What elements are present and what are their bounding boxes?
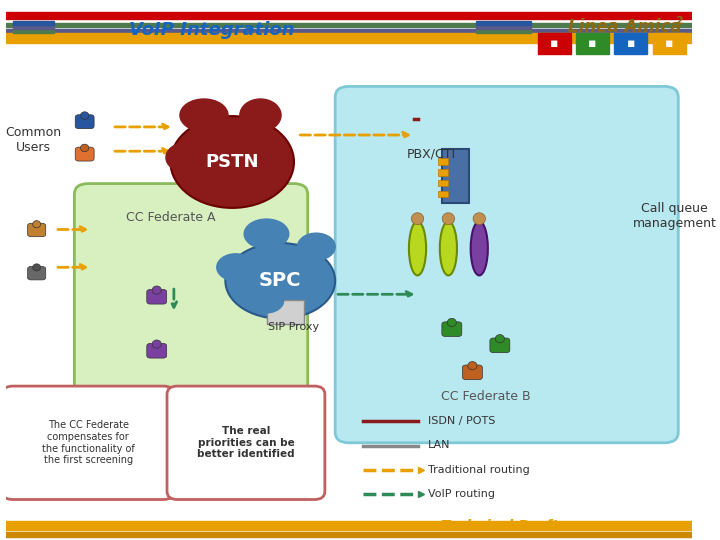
Ellipse shape xyxy=(213,170,251,197)
Ellipse shape xyxy=(244,219,289,249)
Text: Linea Amica: Linea Amica xyxy=(569,18,682,36)
Bar xyxy=(438,191,449,197)
Ellipse shape xyxy=(409,221,426,275)
Bar xyxy=(6,521,692,530)
Bar xyxy=(6,12,692,19)
Text: ▪: ▪ xyxy=(550,37,558,50)
Text: The CC Federate
compensates for
the functionality of
the first screening: The CC Federate compensates for the func… xyxy=(42,421,135,465)
Bar xyxy=(6,23,692,27)
Text: ISDN / POTS: ISDN / POTS xyxy=(428,416,495,426)
Text: SIP Proxy: SIP Proxy xyxy=(269,322,320,332)
Bar xyxy=(6,29,692,33)
Text: CC Federate B: CC Federate B xyxy=(441,390,531,403)
Ellipse shape xyxy=(81,144,89,152)
FancyBboxPatch shape xyxy=(147,289,166,304)
FancyBboxPatch shape xyxy=(335,86,678,443)
Ellipse shape xyxy=(32,221,40,228)
FancyBboxPatch shape xyxy=(490,338,510,353)
Text: Call queue
management: Call queue management xyxy=(633,202,717,230)
Bar xyxy=(653,33,686,54)
Bar xyxy=(6,33,692,43)
Text: SPC: SPC xyxy=(259,271,302,291)
FancyBboxPatch shape xyxy=(74,184,307,432)
FancyBboxPatch shape xyxy=(2,386,174,500)
Bar xyxy=(438,180,449,186)
Bar xyxy=(13,30,54,33)
Ellipse shape xyxy=(468,362,477,370)
FancyBboxPatch shape xyxy=(27,267,45,280)
Ellipse shape xyxy=(32,264,40,271)
FancyBboxPatch shape xyxy=(75,147,94,161)
Ellipse shape xyxy=(471,221,488,275)
Text: PSTN: PSTN xyxy=(205,153,259,171)
Text: ▪: ▪ xyxy=(626,37,635,50)
Bar xyxy=(614,33,647,54)
Text: ▪: ▪ xyxy=(588,37,597,50)
Bar xyxy=(476,30,531,33)
FancyBboxPatch shape xyxy=(462,365,482,380)
Ellipse shape xyxy=(81,112,89,119)
Bar xyxy=(576,33,609,54)
Text: VoIP Integration: VoIP Integration xyxy=(130,21,295,39)
Bar xyxy=(476,21,531,25)
Text: 2: 2 xyxy=(675,16,683,25)
Text: The real
priorities can be
better identified: The real priorities can be better identi… xyxy=(197,426,294,460)
Ellipse shape xyxy=(473,213,485,225)
Ellipse shape xyxy=(411,213,423,225)
Bar xyxy=(538,33,570,54)
FancyBboxPatch shape xyxy=(75,114,94,129)
FancyBboxPatch shape xyxy=(147,343,166,358)
Bar xyxy=(266,300,305,324)
Ellipse shape xyxy=(495,335,505,343)
Text: CC Federate A: CC Federate A xyxy=(126,211,215,224)
Ellipse shape xyxy=(152,286,161,294)
Ellipse shape xyxy=(240,99,281,131)
Bar xyxy=(13,25,54,29)
Text: LAN: LAN xyxy=(428,441,450,450)
Text: Technical Draft: Technical Draft xyxy=(441,519,559,534)
Text: PBX/CTI: PBX/CTI xyxy=(407,147,456,160)
FancyBboxPatch shape xyxy=(27,223,45,237)
Ellipse shape xyxy=(249,288,284,313)
Text: Traditional routing: Traditional routing xyxy=(428,465,529,475)
FancyBboxPatch shape xyxy=(442,322,462,336)
Ellipse shape xyxy=(297,233,336,260)
Ellipse shape xyxy=(447,319,456,327)
Text: ▪: ▪ xyxy=(665,37,674,50)
Text: VoIP routing: VoIP routing xyxy=(428,489,495,499)
Ellipse shape xyxy=(442,213,454,225)
Ellipse shape xyxy=(166,143,207,172)
Bar xyxy=(441,148,469,202)
Bar xyxy=(13,21,54,25)
Ellipse shape xyxy=(171,116,294,208)
Ellipse shape xyxy=(225,243,335,319)
Ellipse shape xyxy=(440,221,457,275)
Text: Common
Users: Common Users xyxy=(5,126,61,154)
FancyBboxPatch shape xyxy=(167,386,325,500)
Bar xyxy=(438,169,449,176)
Bar xyxy=(476,25,531,29)
Bar xyxy=(438,158,449,165)
Ellipse shape xyxy=(180,99,228,131)
Bar xyxy=(6,532,692,537)
Ellipse shape xyxy=(217,254,254,281)
Ellipse shape xyxy=(152,340,161,348)
